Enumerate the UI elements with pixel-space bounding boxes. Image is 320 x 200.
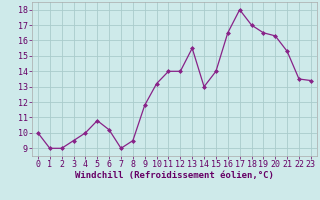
X-axis label: Windchill (Refroidissement éolien,°C): Windchill (Refroidissement éolien,°C) [75, 171, 274, 180]
